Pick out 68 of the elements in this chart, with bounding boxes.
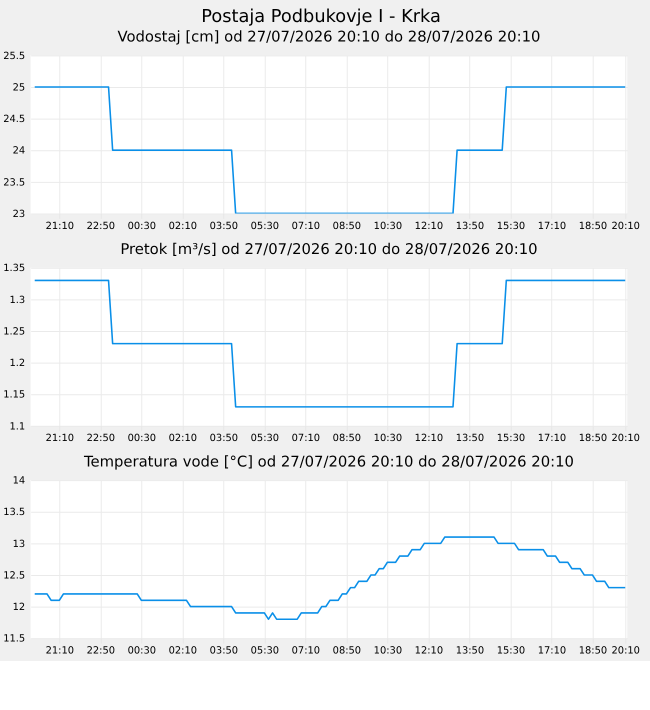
x-tick-label: 20:10 bbox=[612, 646, 640, 657]
x-tick-label: 17:10 bbox=[538, 433, 566, 444]
chart-title: Temperatura vode [°C] od 27/07/2026 20:10 do 28/07/2026 20:10 bbox=[82, 453, 574, 470]
x-tick-label: 12:10 bbox=[414, 220, 444, 232]
x-tick-label: 07:10 bbox=[292, 646, 320, 657]
x-tick-label: 22:50 bbox=[86, 433, 116, 444]
y-tick-label: 25 bbox=[12, 82, 26, 94]
x-tick-label: 00:30 bbox=[128, 220, 156, 232]
x-tick-label: 20:10 bbox=[612, 433, 640, 444]
y-tick-label: 13 bbox=[12, 538, 26, 550]
x-tick-label: 08:50 bbox=[332, 646, 362, 657]
y-tick-label: 23.5 bbox=[3, 177, 26, 188]
x-tick-label: 00:30 bbox=[128, 646, 156, 657]
y-tick-label: 24 bbox=[12, 146, 26, 157]
x-tick-label: 05:30 bbox=[250, 646, 280, 657]
x-tick-label: 12:10 bbox=[414, 646, 444, 657]
x-tick-label: 00:30 bbox=[128, 433, 156, 444]
x-tick-label: 07:10 bbox=[292, 433, 320, 444]
y-tick-label: 12 bbox=[12, 602, 26, 614]
y-tick-label: 13.5 bbox=[3, 507, 26, 518]
x-tick-label: 07:10 bbox=[292, 220, 320, 232]
x-tick-label: 21:10 bbox=[46, 646, 74, 657]
x-tick-label: 18:50 bbox=[578, 433, 608, 444]
x-tick-label: 15:30 bbox=[496, 220, 526, 232]
y-tick-label: 12.5 bbox=[3, 570, 26, 582]
x-tick-label: 08:50 bbox=[332, 433, 362, 444]
y-tick-label: 1.2 bbox=[10, 358, 26, 370]
line-series bbox=[34, 536, 626, 620]
chart-title: Pretok [m³/s] od 27/07/2026 20:10 do 28/07/2026 20:10 bbox=[120, 240, 538, 258]
x-tick-label: 13:50 bbox=[456, 433, 484, 444]
x-tick-label: 05:30 bbox=[250, 220, 280, 232]
x-tick-label: 08:50 bbox=[332, 220, 362, 232]
y-tick-label: 1.35 bbox=[3, 263, 26, 274]
x-tick-label: 21:10 bbox=[46, 433, 74, 444]
x-tick-label: 02:10 bbox=[168, 433, 198, 444]
y-tick-label: 1.15 bbox=[3, 390, 26, 401]
y-tick-label: 23 bbox=[12, 208, 26, 220]
x-tick-label: 17:10 bbox=[538, 646, 566, 657]
x-tick-label: 02:10 bbox=[168, 220, 198, 232]
x-tick-label: 22:50 bbox=[86, 220, 116, 232]
chart-title: Postaja Podbukovje I - Krka bbox=[201, 6, 441, 27]
y-tick-label: 24.5 bbox=[3, 114, 26, 126]
x-tick-label: 03:50 bbox=[210, 646, 238, 657]
x-tick-label: 02:10 bbox=[168, 646, 198, 657]
x-tick-label: 10:30 bbox=[374, 433, 402, 444]
x-tick-label: 05:30 bbox=[250, 433, 280, 444]
y-tick-label: 11.5 bbox=[3, 634, 26, 645]
y-tick-label: 1.1 bbox=[10, 421, 26, 432]
y-tick-label: 1.3 bbox=[10, 294, 26, 306]
chart-subtitle: Vodostaj [cm] od 27/07/2026 20:10 do 28/07/2026 20:10 bbox=[117, 28, 540, 46]
x-tick-label: 10:30 bbox=[374, 220, 402, 232]
x-tick-label: 15:30 bbox=[496, 646, 526, 657]
x-tick-label: 22:50 bbox=[86, 646, 116, 657]
x-tick-label: 13:50 bbox=[456, 220, 484, 232]
x-tick-label: 21:10 bbox=[46, 220, 74, 232]
x-tick-label: 03:50 bbox=[210, 220, 238, 232]
x-tick-label: 13:50 bbox=[456, 646, 484, 657]
x-tick-label: 17:10 bbox=[538, 220, 566, 232]
x-tick-label: 20:10 bbox=[612, 220, 640, 232]
x-tick-label: 18:50 bbox=[578, 646, 608, 657]
y-tick-label: 1.25 bbox=[3, 326, 26, 338]
x-tick-label: 15:30 bbox=[496, 433, 526, 444]
y-tick-label: 14 bbox=[12, 476, 26, 487]
x-tick-label: 03:50 bbox=[210, 433, 238, 444]
y-tick-label: 25.5 bbox=[3, 50, 26, 62]
x-tick-label: 12:10 bbox=[414, 433, 444, 444]
x-tick-label: 18:50 bbox=[578, 220, 608, 232]
x-tick-label: 10:30 bbox=[374, 646, 402, 657]
